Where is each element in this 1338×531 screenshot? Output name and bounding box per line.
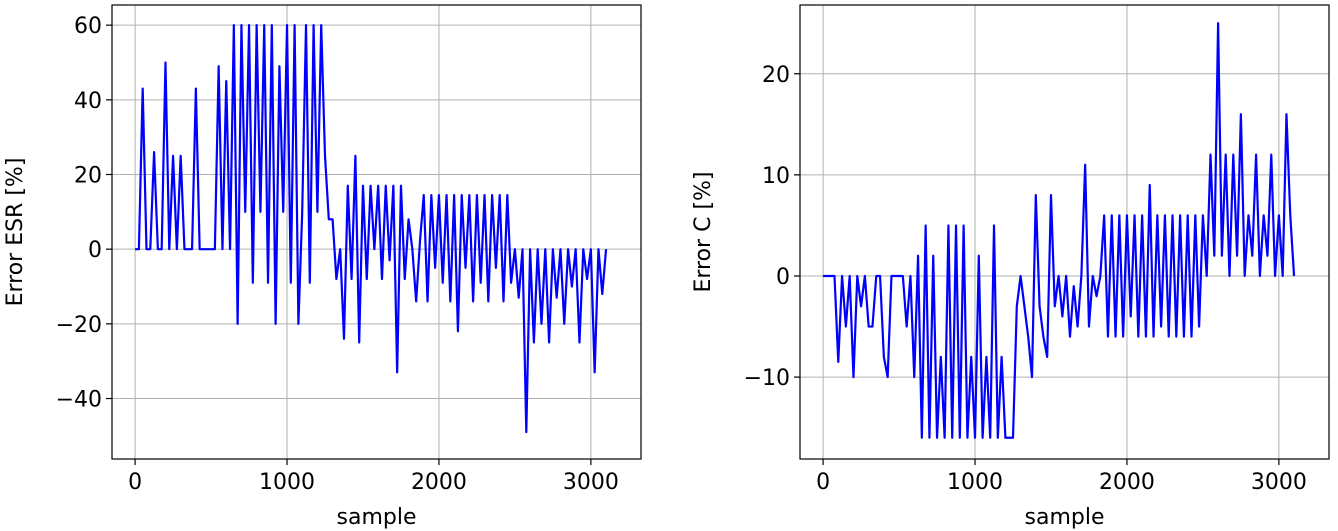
x-tick-label: 1000 xyxy=(947,470,1003,495)
x-tick-label: 0 xyxy=(816,470,830,495)
y-tick-label: 0 xyxy=(776,265,790,290)
y-tick-label: 0 xyxy=(88,238,102,263)
x-tick-label: 3000 xyxy=(563,470,619,495)
x-tick-label: 1000 xyxy=(259,470,315,495)
y-axis-label: Error ESR [%] xyxy=(3,158,28,307)
x-tick-label: 2000 xyxy=(411,470,467,495)
y-tick-label: −40 xyxy=(56,388,102,413)
subplot: 0 1000 2000 3000 −40 −20 0 20 40 60 sample Error ES… xyxy=(3,4,642,530)
x-axis-label: sample xyxy=(337,505,417,530)
y-tick-label: 20 xyxy=(74,164,102,189)
data-line xyxy=(135,24,608,434)
y-tick-label: 40 xyxy=(74,89,102,114)
data-line xyxy=(823,22,1296,439)
y-tick-label: −20 xyxy=(56,313,102,338)
x-tick-label: 0 xyxy=(128,470,142,495)
subplot: 0 1000 2000 3000 −10 0 10 20 sample Error C [%] xyxy=(691,4,1330,530)
y-axis-label: Error C [%] xyxy=(691,171,716,292)
x-tick-label: 2000 xyxy=(1099,470,1155,495)
x-axis-label: sample xyxy=(1025,505,1105,530)
plot-frame xyxy=(111,4,642,460)
plot-frame xyxy=(799,4,1330,460)
y-tick-label: 20 xyxy=(762,63,790,88)
x-tick-label: 3000 xyxy=(1251,470,1307,495)
y-tick-label: −10 xyxy=(744,366,790,391)
y-tick-label: 10 xyxy=(762,164,790,189)
y-tick-label: 60 xyxy=(74,14,102,39)
